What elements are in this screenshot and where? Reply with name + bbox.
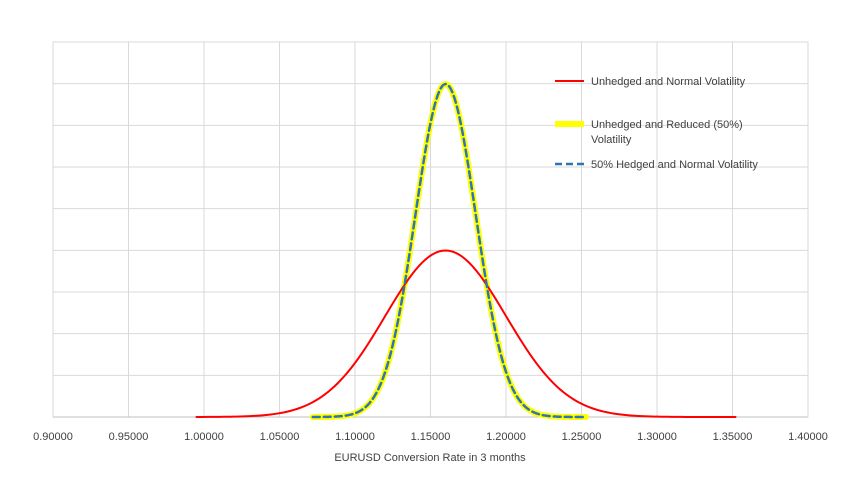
grid — [52, 41, 809, 418]
x-tick-label: 1.30000 — [637, 431, 677, 443]
x-axis-title: EURUSD Conversion Rate in 3 months — [334, 452, 526, 464]
x-tick-label: 1.35000 — [713, 431, 753, 443]
x-tick-label: 1.00000 — [184, 431, 224, 443]
series-line-3 — [311, 82, 588, 419]
legend-label-3: 50% Hedged and Normal Volatility — [591, 159, 758, 171]
x-tick-label: 1.20000 — [486, 431, 526, 443]
x-tick-label: 0.95000 — [109, 431, 149, 443]
x-tick-label: 1.10000 — [335, 431, 375, 443]
series-line-1 — [195, 249, 737, 418]
legend: Unhedged and Normal Volatility Unhedged a… — [555, 76, 758, 171]
legend-label-1: Unhedged and Normal Volatility — [591, 76, 746, 88]
series-layer — [195, 81, 737, 420]
x-tick-label: 1.05000 — [260, 431, 300, 443]
x-tick-label: 1.15000 — [411, 431, 451, 443]
x-tick-label: 0.90000 — [33, 431, 73, 443]
x-tick-label: 1.40000 — [788, 431, 828, 443]
x-axis-ticks: 0.90000 0.95000 1.00000 1.05000 1.10000 1.150… — [33, 431, 828, 443]
x-tick-label: 1.25000 — [562, 431, 602, 443]
legend-label-2: Unhedged and Reduced (50%) Volatility — [591, 119, 743, 146]
